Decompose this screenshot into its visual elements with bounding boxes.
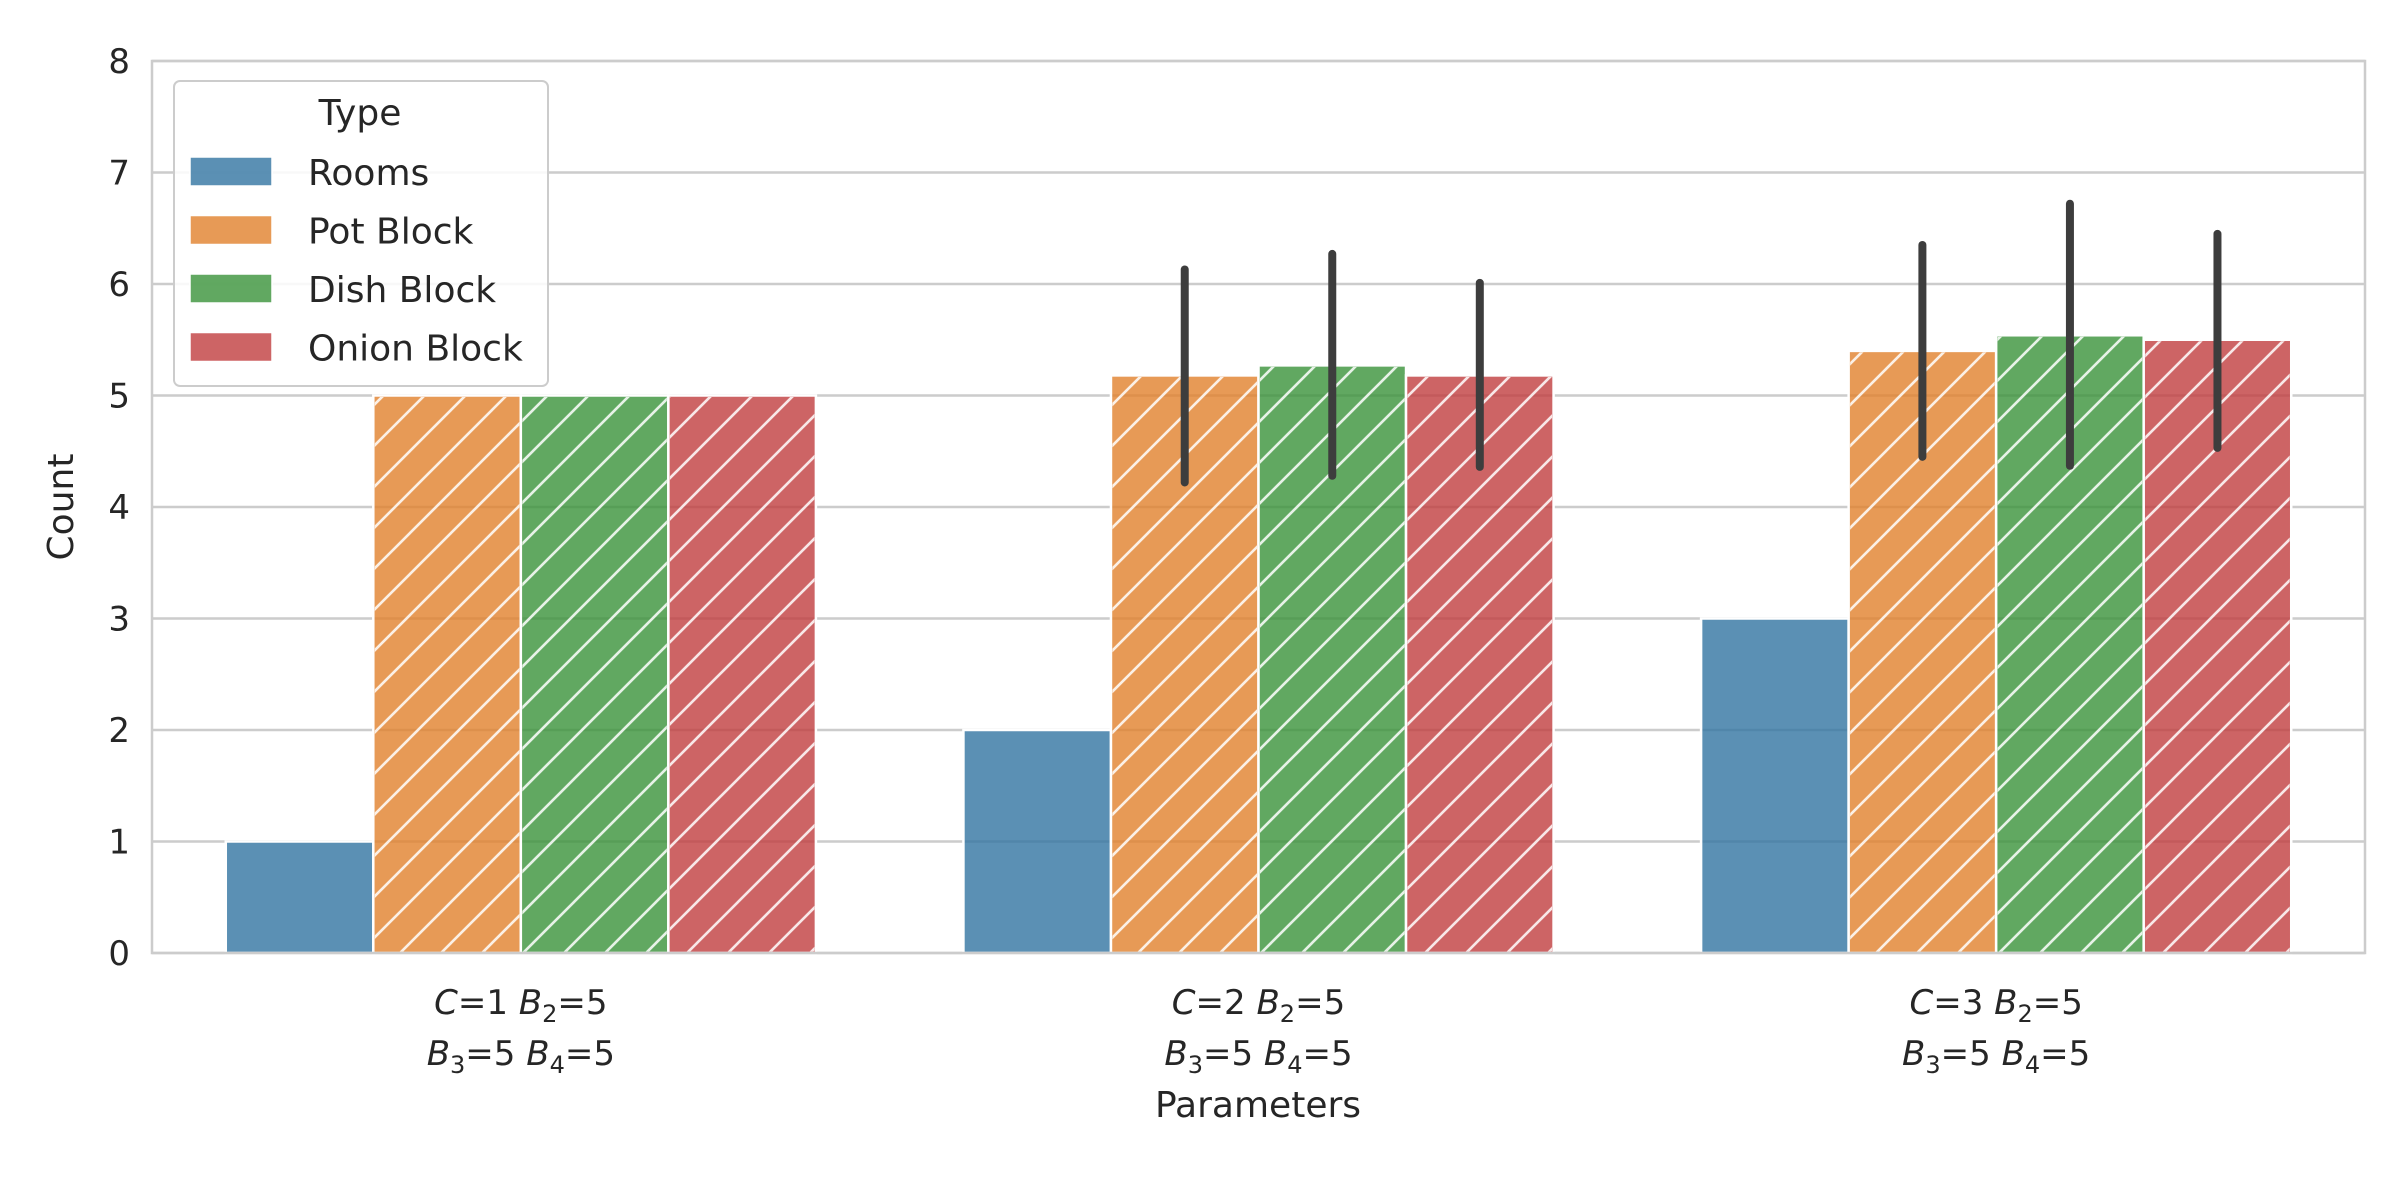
legend-label: Onion Block [308,329,523,370]
bar [1699,617,1850,955]
x-tick-label: C=1 B2=5 [434,983,607,1028]
x-tick-label: B3=5 B4=5 [1164,1034,1352,1079]
plot-frame [150,59,2367,955]
legend-swatch [189,214,273,246]
bar-hatch [522,397,667,952]
y-tick-label: 5 [108,377,130,417]
y-tick-label: 0 [108,934,130,974]
y-tick-label: 4 [108,488,130,528]
bar [962,728,1113,955]
bar [224,840,375,955]
bar-hatch [374,397,520,952]
legend-label: Rooms [308,153,429,194]
legend-title: Type [318,93,402,134]
legend-swatch [189,331,273,363]
y-tick-label: 1 [108,823,130,863]
legend-label: Dish Block [308,270,496,311]
y-tick-label: 8 [108,42,130,82]
error-bars [1180,199,2222,487]
x-tick-label: C=3 B2=5 [1909,983,2082,1028]
x-axis-ticks: C=1 B2=5 B3=5 B4=5 C=2 B2=5 B3=5 B4=5 C=3 B2… [427,983,2091,1079]
x-tick-label: B3=5 B4=5 [427,1034,615,1079]
y-axis-label: Count [41,454,82,561]
legend-swatch [189,273,273,304]
bar-hatch [669,397,815,952]
y-tick-label: 3 [108,600,130,640]
y-axis-ticks: 0 1 2 3 4 5 6 7 8 [108,42,130,974]
legend-items: Rooms Pot Block Dish Block Onion Block [189,153,523,370]
x-tick-label: C=2 B2=5 [1172,983,1345,1028]
y-tick-label: 7 [108,154,130,194]
legend-swatch [189,156,273,187]
y-tick-label: 2 [108,711,130,751]
legend-label: Pot Block [308,212,474,253]
bar-hatch [1407,376,1553,952]
x-tick-label: B3=5 B4=5 [1902,1034,2090,1079]
bars [224,334,2293,955]
x-axis-label: Parameters [1155,1085,1361,1126]
y-tick-label: 6 [108,265,130,305]
legend: Type Rooms Pot Block Dish Block Onion Block [173,80,549,387]
